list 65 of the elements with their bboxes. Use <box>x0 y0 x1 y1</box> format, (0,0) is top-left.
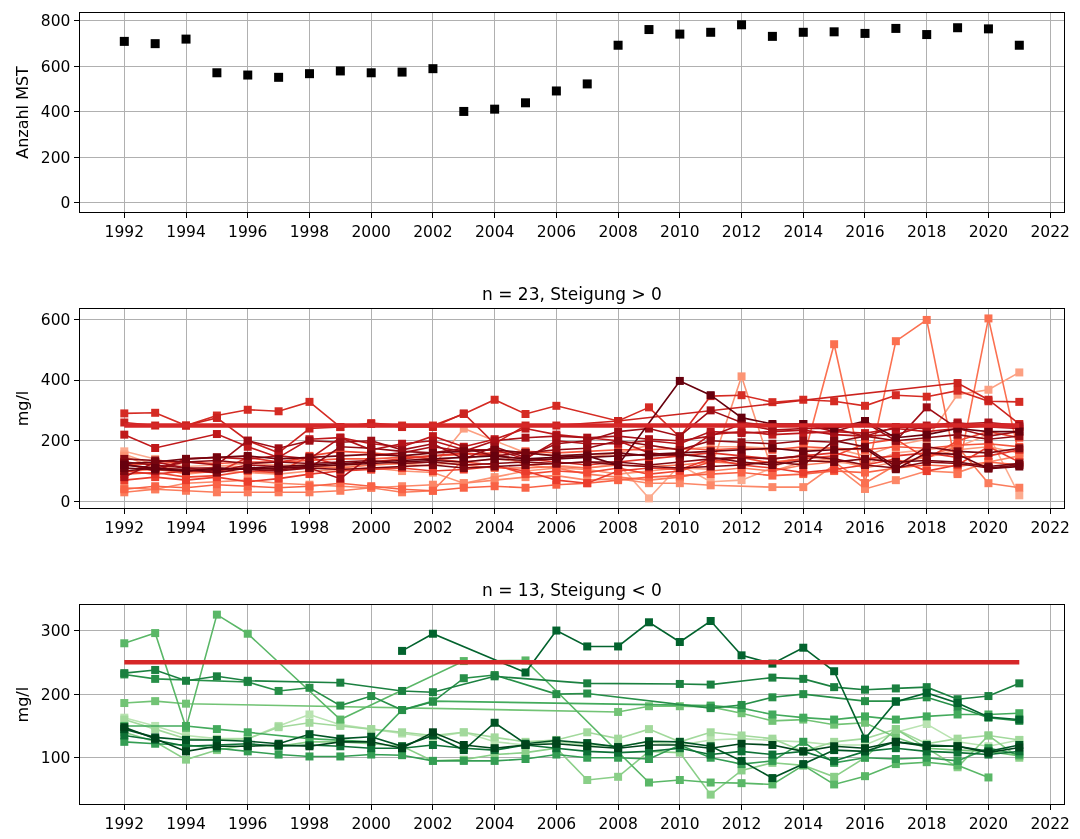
x-tick-label: 2014 <box>783 222 823 241</box>
x-tick-label: 2010 <box>660 222 700 241</box>
chart-title: n = 13, Steigung < 0 <box>482 580 662 600</box>
y-tick-label: 300 <box>40 621 71 640</box>
x-tick-label: 2020 <box>968 222 1009 241</box>
x-tick-label: 2004 <box>474 814 515 833</box>
x-tick-label: 2000 <box>351 814 391 833</box>
y-tick-label: 0 <box>60 194 71 213</box>
x-tick-label: 1998 <box>289 222 330 241</box>
x-tick-label: 1992 <box>104 518 145 537</box>
x-tick-label: 2012 <box>721 518 762 537</box>
x-tick-label: 2020 <box>968 518 1009 537</box>
x-tick-label: 2008 <box>598 518 638 537</box>
x-tick-label: 1996 <box>228 518 268 537</box>
x-tick-label: 1994 <box>166 518 206 537</box>
x-tick-label: 1994 <box>166 222 206 241</box>
x-tick-label: 2000 <box>351 222 391 241</box>
x-tick-label: 2002 <box>413 222 453 241</box>
x-tick-label: 2008 <box>598 222 638 241</box>
x-tick-label: 2010 <box>660 518 700 537</box>
x-tick-label: 1996 <box>228 814 268 833</box>
x-tick-label: 2012 <box>721 222 762 241</box>
y-tick-label: 200 <box>40 432 71 451</box>
x-tick-label: 2006 <box>536 518 577 537</box>
x-tick-label: 2022 <box>1030 222 1070 241</box>
x-tick-label: 2018 <box>906 814 947 833</box>
x-tick-label: 1998 <box>289 814 330 833</box>
y-tick-label: 200 <box>40 685 71 704</box>
y-axis-title: Anzahl MST <box>12 65 32 159</box>
y-axis-title: mg/l <box>12 686 32 723</box>
y-tick-label: 200 <box>40 148 71 167</box>
y-tick-label: 100 <box>40 749 71 768</box>
x-tick-label: 2016 <box>845 518 885 537</box>
x-tick-label: 2018 <box>906 222 947 241</box>
y-tick-label: 600 <box>40 310 71 329</box>
x-tick-label: 2016 <box>845 814 885 833</box>
x-tick-label: 2000 <box>351 518 391 537</box>
y-tick-label: 600 <box>40 57 71 76</box>
y-axis-title: mg/l <box>12 390 32 427</box>
y-tick-label: 800 <box>40 12 71 31</box>
y-tick-label: 400 <box>40 371 71 390</box>
chart-title: n = 23, Steigung > 0 <box>482 284 662 304</box>
x-tick-label: 1998 <box>289 518 330 537</box>
x-tick-label: 2002 <box>413 814 453 833</box>
x-tick-label: 2008 <box>598 814 638 833</box>
x-tick-label: 2018 <box>906 518 947 537</box>
x-tick-label: 1992 <box>104 222 145 241</box>
x-tick-label: 2006 <box>536 222 577 241</box>
x-tick-label: 2016 <box>845 222 885 241</box>
x-tick-label: 2012 <box>721 814 762 833</box>
x-tick-label: 2014 <box>783 814 823 833</box>
x-tick-label: 2022 <box>1030 518 1070 537</box>
x-tick-label: 2010 <box>660 814 700 833</box>
x-tick-label: 1992 <box>104 814 145 833</box>
x-tick-label: 1996 <box>228 222 268 241</box>
x-tick-label: 2004 <box>474 222 515 241</box>
x-tick-label: 2014 <box>783 518 823 537</box>
x-tick-label: 2020 <box>968 814 1009 833</box>
x-tick-label: 2022 <box>1030 814 1070 833</box>
y-tick-label: 0 <box>60 492 71 511</box>
x-tick-label: 2004 <box>474 518 515 537</box>
y-tick-label: 400 <box>40 103 71 122</box>
x-tick-label: 1994 <box>166 814 206 833</box>
x-tick-label: 2006 <box>536 814 577 833</box>
x-tick-label: 2002 <box>413 518 453 537</box>
